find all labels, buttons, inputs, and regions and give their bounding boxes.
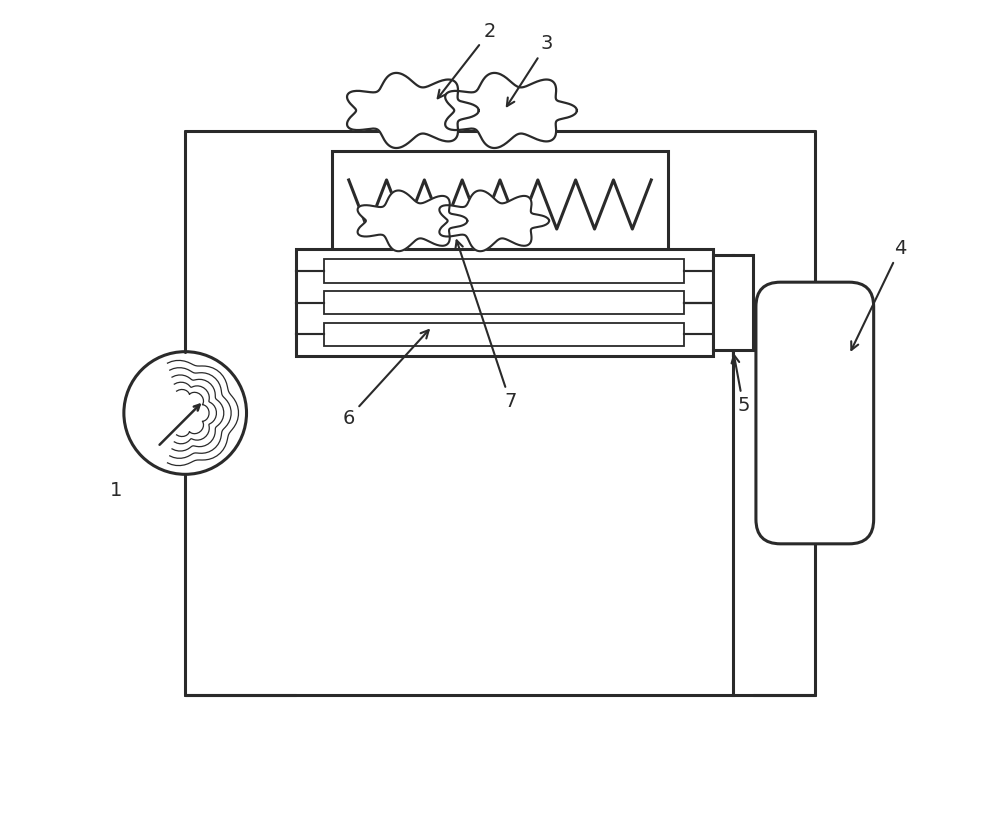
Bar <box>332 151 668 258</box>
Polygon shape <box>445 73 577 148</box>
Bar <box>296 249 713 356</box>
Text: 2: 2 <box>438 21 496 98</box>
FancyBboxPatch shape <box>756 282 874 544</box>
Text: 5: 5 <box>732 355 750 415</box>
Polygon shape <box>347 73 479 148</box>
Text: 6: 6 <box>342 330 429 428</box>
Text: 3: 3 <box>507 34 553 107</box>
Text: 1: 1 <box>110 482 122 501</box>
Bar <box>324 322 684 346</box>
Bar <box>324 259 684 282</box>
Polygon shape <box>439 191 549 251</box>
Text: 4: 4 <box>851 239 906 350</box>
Text: 7: 7 <box>455 240 516 411</box>
Polygon shape <box>358 191 467 251</box>
Circle shape <box>124 352 247 474</box>
Bar <box>713 255 753 350</box>
Bar <box>324 291 684 315</box>
